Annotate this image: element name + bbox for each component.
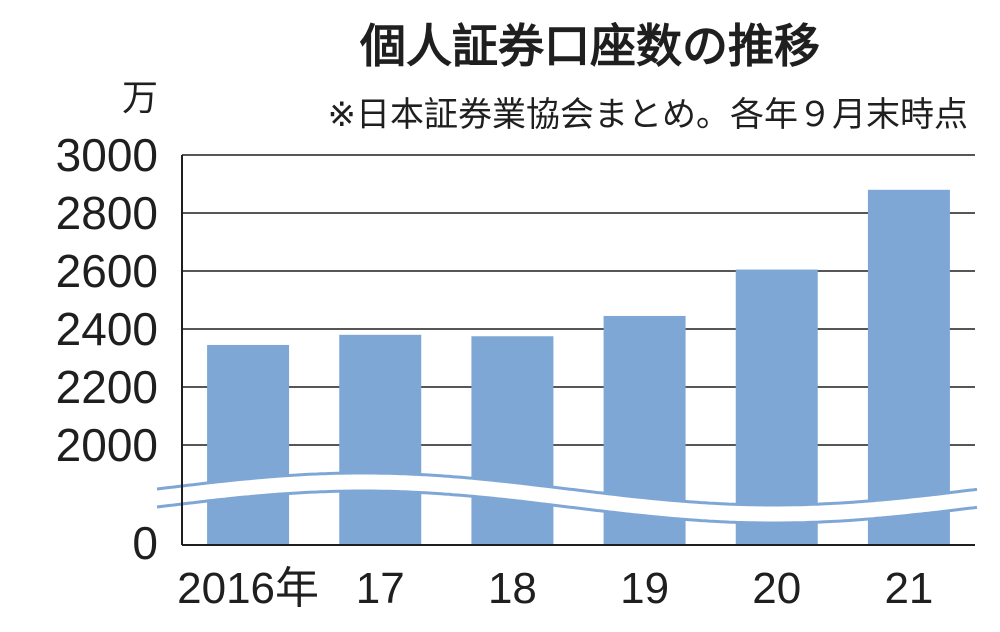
y-tick-label: 2800 bbox=[56, 187, 158, 239]
axis-break-line-bottom bbox=[156, 489, 978, 525]
bar bbox=[471, 336, 554, 545]
bar bbox=[735, 269, 818, 545]
x-axis: 2016年 17 18 19 20 21 bbox=[177, 564, 933, 613]
y-tick-label-zero: 0 bbox=[132, 517, 158, 569]
gridlines bbox=[182, 154, 975, 446]
bar bbox=[339, 334, 422, 545]
y-tick-label: 2200 bbox=[56, 361, 158, 413]
unit-label: 万 bbox=[122, 78, 158, 119]
x-tick-label: 2016年 bbox=[177, 564, 319, 613]
y-tick-label: 2600 bbox=[56, 245, 158, 297]
y-tick-label: 3000 bbox=[56, 129, 158, 181]
bars bbox=[207, 189, 950, 546]
bar bbox=[207, 344, 290, 545]
axis-break bbox=[156, 471, 980, 525]
x-tick-label: 18 bbox=[488, 564, 537, 613]
y-axis: 3000 2800 2600 2400 2200 2000 0 bbox=[56, 129, 975, 569]
bar bbox=[867, 189, 950, 546]
x-tick-label: 19 bbox=[620, 564, 669, 613]
chart-title: 個人証券口座数の推移 bbox=[359, 19, 820, 73]
x-tick-label: 20 bbox=[752, 564, 801, 613]
y-tick-label: 2000 bbox=[56, 419, 158, 471]
x-tick-label: 17 bbox=[356, 564, 405, 613]
y-tick-label: 2400 bbox=[56, 303, 158, 355]
chart-subtitle: ※日本証券業協会まとめ。各年９月末時点 bbox=[328, 95, 969, 135]
axis-break-line-top bbox=[156, 471, 978, 507]
axis-break-gap bbox=[157, 472, 980, 524]
x-tick-label: 21 bbox=[884, 564, 933, 613]
